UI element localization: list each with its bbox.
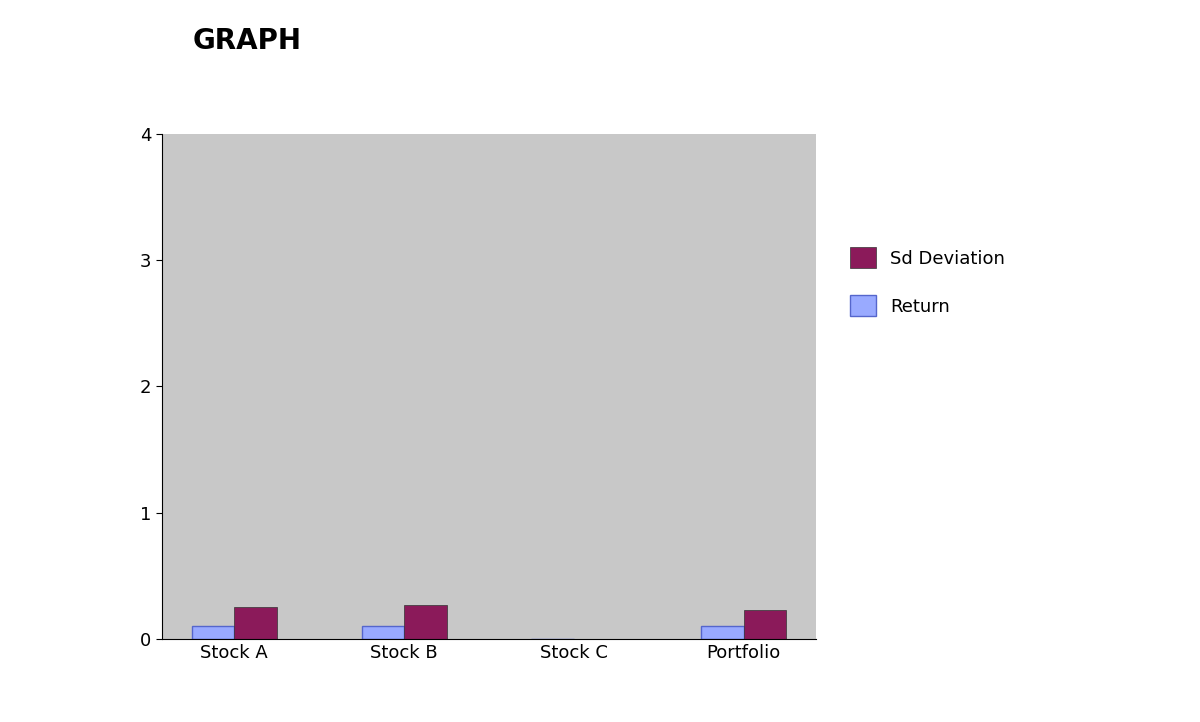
Bar <box>404 605 446 639</box>
Bar <box>361 626 404 639</box>
Text: INSTRUCTIONS: INSTRUCTIONS <box>409 27 641 55</box>
Bar <box>744 610 786 639</box>
Text: C08: C08 <box>48 27 108 55</box>
Bar <box>192 626 234 639</box>
Bar <box>701 626 744 639</box>
Bar <box>234 607 277 639</box>
Legend: Sd Deviation, Return: Sd Deviation, Return <box>844 240 1012 323</box>
Text: GRAPH: GRAPH <box>193 27 301 55</box>
